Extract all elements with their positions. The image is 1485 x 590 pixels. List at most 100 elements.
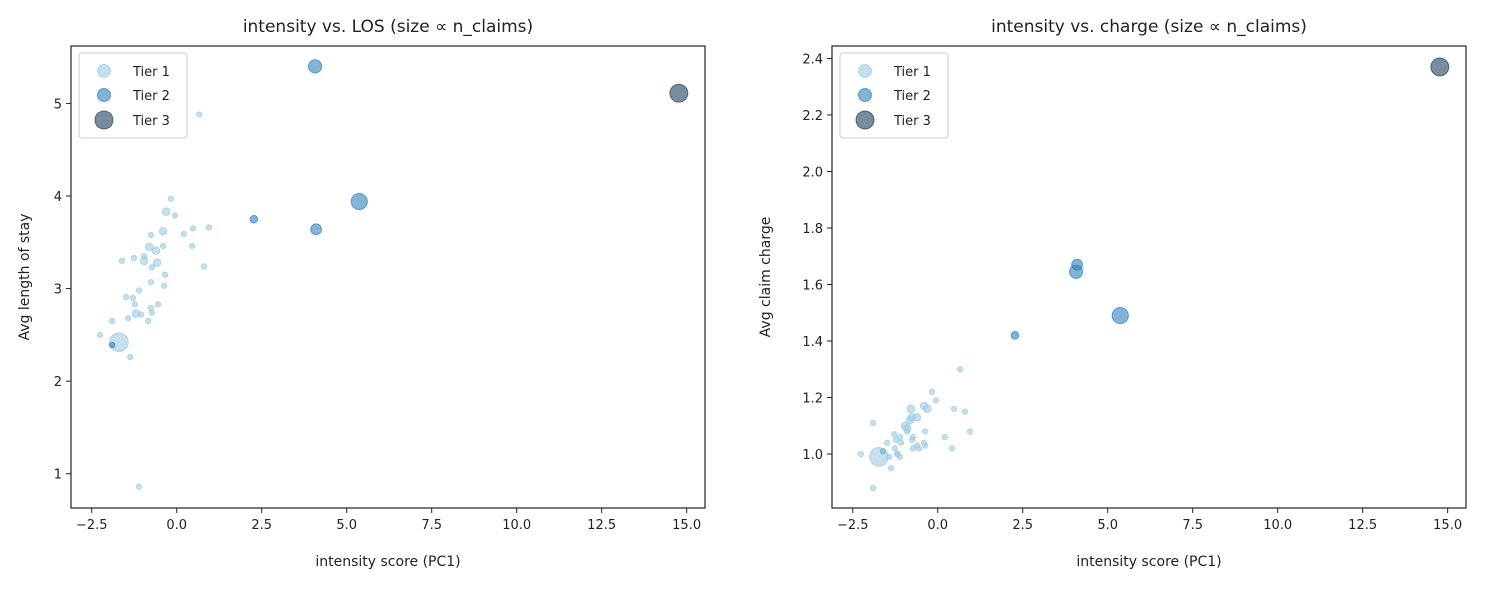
- left-scatter-plot: intensity vs. LOS (size ∝ n_claims) inte…: [17, 17, 706, 570]
- y-tick-label: 1.0: [802, 448, 823, 463]
- data-point-tier-1: [171, 212, 179, 219]
- x-tick-label: 10.0: [1263, 518, 1292, 533]
- data-point-tier-1: [857, 450, 865, 458]
- legend-marker-tier-3: [855, 110, 875, 130]
- data-point-tier-1: [148, 264, 156, 271]
- y-tick-label: 1.2: [802, 392, 823, 407]
- data-point-tier-1: [908, 436, 916, 444]
- data-point-tier-1: [188, 242, 196, 250]
- data-point-tier-1: [869, 484, 877, 492]
- data-point-tier-1: [922, 404, 932, 414]
- x-tick-label: 0.0: [927, 518, 948, 533]
- data-point-tier-1: [932, 397, 940, 404]
- y-tick-label: 1.8: [802, 222, 823, 237]
- data-point-tier-1: [869, 447, 889, 467]
- data-point-tier-1: [948, 445, 956, 452]
- legend-marker-tier-2: [97, 88, 111, 102]
- x-tick-label: 2.5: [251, 518, 272, 533]
- data-point-tier-1: [956, 366, 964, 373]
- data-point-tier-2: [350, 192, 368, 211]
- data-point-tier-1: [151, 246, 161, 255]
- data-point-tier-1: [167, 195, 175, 202]
- data-point-tier-1: [905, 415, 915, 425]
- data-point-tier-1: [122, 293, 130, 301]
- y-tick-label: 2.0: [802, 165, 823, 180]
- x-tick-label: 7.5: [421, 518, 442, 533]
- legend: Tier 1 Tier 2 Tier 3: [839, 52, 949, 139]
- data-point-tier-1: [144, 317, 152, 325]
- data-point-tier-3: [1430, 57, 1450, 77]
- legend-label-tier-2: Tier 2: [132, 89, 170, 104]
- data-point-tier-1: [883, 439, 891, 446]
- data-point-tier-1: [892, 436, 900, 444]
- data-point-tier-1: [180, 230, 188, 238]
- y-tick-label: 2.4: [802, 52, 823, 67]
- data-point-tier-1: [137, 311, 145, 318]
- y-tick-label: 1.4: [802, 335, 823, 350]
- legend: Tier 1 Tier 2 Tier 3: [78, 52, 188, 139]
- data-point-tier-2: [249, 214, 259, 224]
- y-tick-label: 5: [54, 97, 62, 112]
- x-axis-label: intensity score (PC1): [1076, 554, 1221, 570]
- data-point-tier-1: [108, 317, 116, 325]
- data-point-tier-1: [891, 431, 898, 438]
- legend-marker-tier-1: [97, 64, 111, 78]
- data-point-tier-1: [161, 207, 171, 217]
- y-tick-label: 1: [54, 468, 62, 483]
- data-point-tier-1: [915, 445, 923, 452]
- legend-label-tier-3: Tier 3: [132, 114, 170, 129]
- data-point-tier-1: [189, 225, 197, 232]
- data-point-tier-1: [909, 445, 917, 452]
- data-point-tier-1: [118, 257, 126, 264]
- data-point-tier-1: [154, 301, 162, 308]
- data-point-tier-1: [966, 428, 974, 435]
- data-point-tier-1: [891, 445, 899, 452]
- y-tick-label: 1.6: [802, 278, 823, 293]
- y-axis-label: Avg length of stay: [17, 213, 33, 340]
- data-point-tier-1: [903, 428, 911, 435]
- data-point-tier-1: [160, 282, 168, 289]
- data-point-tier-1: [158, 226, 168, 236]
- legend-marker-tier-2: [858, 88, 872, 102]
- data-point-tier-1: [148, 309, 156, 316]
- data-point-tier-2: [307, 59, 323, 74]
- y-tick-label: 4: [54, 190, 62, 205]
- legend-label-tier-1: Tier 1: [132, 65, 170, 80]
- data-point-tier-1: [896, 453, 904, 461]
- x-tick-label: −2.5: [837, 518, 869, 533]
- right-scatter-plot: intensity vs. charge (size ∝ n_claims) i…: [758, 17, 1467, 570]
- plot-frame: [831, 45, 1467, 509]
- data-point-tier-1: [130, 254, 138, 262]
- y-axis-label: Avg claim charge: [758, 217, 774, 338]
- data-point-tier-1: [921, 428, 929, 435]
- data-point-tier-2: [108, 341, 116, 349]
- data-point-tier-1: [906, 404, 916, 414]
- data-point-tier-1: [205, 224, 213, 231]
- data-point-tier-1: [921, 442, 929, 449]
- data-point-tier-1: [135, 483, 143, 490]
- data-point-tier-1: [897, 439, 905, 446]
- data-point-tier-2: [1010, 331, 1020, 340]
- data-point-tier-2: [1068, 264, 1084, 279]
- chart-title: intensity vs. LOS (size ∝ n_claims): [243, 17, 533, 37]
- legend-marker-tier-1: [858, 64, 872, 78]
- data-point-tier-1: [144, 242, 154, 252]
- x-tick-label: 5.0: [336, 518, 357, 533]
- data-point-tier-1: [200, 263, 208, 270]
- legend-label-tier-2: Tier 2: [893, 89, 931, 104]
- data-point-tier-2: [1111, 306, 1129, 325]
- data-point-tier-1: [135, 287, 143, 294]
- x-tick-label: 12.5: [587, 518, 616, 533]
- data-point-tier-1: [139, 256, 149, 266]
- plot-frame: [70, 45, 706, 509]
- data-point-tier-1: [195, 111, 203, 118]
- x-tick-label: 15.0: [672, 518, 701, 533]
- x-tick-label: 5.0: [1097, 518, 1118, 533]
- data-point-tier-3: [669, 83, 689, 103]
- data-point-tier-1: [869, 419, 877, 427]
- data-point-tier-1: [159, 242, 167, 250]
- y-tick-label: 3: [54, 283, 62, 298]
- data-point-tier-1: [131, 301, 139, 308]
- data-point-tier-1: [124, 315, 132, 322]
